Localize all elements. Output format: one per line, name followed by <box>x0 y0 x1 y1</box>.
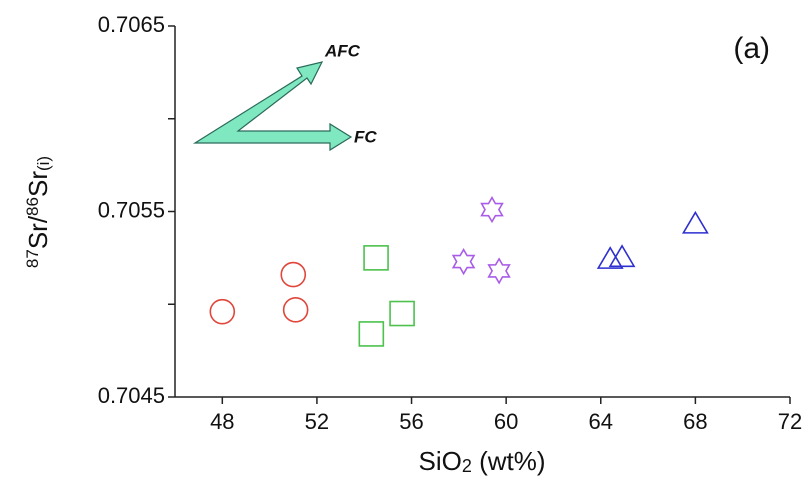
point <box>451 248 476 276</box>
x-tick-label: 52 <box>305 409 329 434</box>
y-axis-label: 87Sr/86Sr(i) <box>23 156 53 268</box>
y-tick-label: 0.7065 <box>98 12 165 37</box>
point <box>358 321 385 347</box>
y-label-part: Sr <box>23 171 53 197</box>
x-tick-label: 68 <box>683 409 707 434</box>
trend-arrows <box>192 61 353 152</box>
point <box>209 298 236 325</box>
x-tick-label: 72 <box>778 409 802 434</box>
point <box>389 300 415 327</box>
point <box>363 245 389 271</box>
x-label-part: (wt%) <box>472 446 546 476</box>
y-tick-label: 0.7045 <box>98 383 165 408</box>
point <box>681 210 709 234</box>
y-label-part: 87 <box>23 249 42 268</box>
x-label-part: 2 <box>462 456 472 476</box>
y-label-part: 86 <box>23 197 42 216</box>
point <box>608 244 636 268</box>
point <box>282 297 309 323</box>
trend-label: FC <box>354 127 377 146</box>
point <box>280 261 307 288</box>
x-tick-label: 64 <box>589 409 613 434</box>
point <box>487 257 511 285</box>
x-tick-label: 60 <box>494 409 518 434</box>
x-axis-label: SiO2 (wt%) <box>418 446 545 476</box>
point <box>596 246 624 269</box>
panel-label: (a) <box>733 32 770 65</box>
point <box>480 195 504 224</box>
trend-label: AFC <box>324 41 361 60</box>
y-tick-label: 0.7055 <box>98 197 165 222</box>
y-label-part: Sr/ <box>23 215 53 249</box>
y-label-part: (i) <box>34 156 53 171</box>
x-tick-label: 56 <box>399 409 423 434</box>
x-tick-label: 48 <box>210 409 234 434</box>
x-label-part: SiO <box>418 446 461 476</box>
